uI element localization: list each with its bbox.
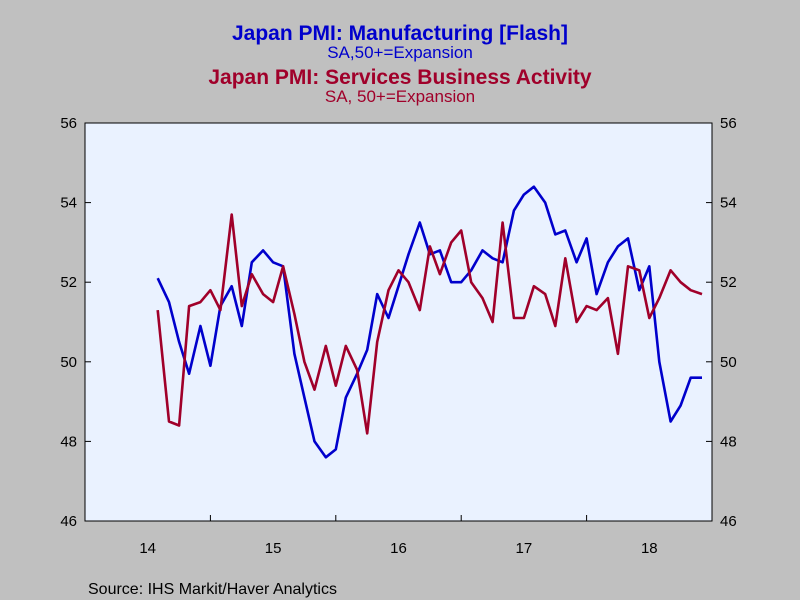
subtitle-manufacturing: SA,50+=Expansion: [327, 43, 473, 62]
x-tick-label: 15: [265, 540, 282, 557]
y-tick-label-right: 46: [720, 513, 737, 530]
y-tick-label-left: 54: [60, 195, 77, 212]
x-tick-label: 17: [516, 540, 533, 557]
plot-area: [84, 122, 713, 522]
y-tick-label-left: 52: [60, 274, 77, 291]
y-tick-label-left: 50: [60, 354, 77, 371]
x-tick-label: 14: [139, 540, 156, 557]
axes: 46 46 48 48 50 50 52 52 54 54 56 56 14 15 16 17 18: [60, 115, 736, 557]
source-note: Source: IHS Markit/Haver Analytics: [88, 581, 337, 598]
y-tick-label-right: 48: [720, 433, 737, 450]
y-tick-label-right: 52: [720, 274, 737, 291]
y-tick-label-right: 54: [720, 195, 737, 212]
y-tick-label-left: 46: [60, 513, 77, 530]
series-line-services: [156, 213, 703, 435]
y-tick-label-right: 56: [720, 115, 737, 132]
x-tick-label: 18: [641, 540, 658, 557]
title-manufacturing: Japan PMI: Manufacturing [Flash]: [232, 22, 568, 45]
series-lines: [156, 185, 703, 459]
y-tick-label-right: 50: [720, 354, 737, 371]
y-tick-label-left: 48: [60, 433, 77, 450]
x-tick-label: 16: [390, 540, 407, 557]
y-tick-label-left: 56: [60, 115, 77, 132]
title-services: Japan PMI: Services Business Activity: [208, 66, 592, 89]
subtitle-services: SA, 50+=Expansion: [325, 87, 475, 106]
